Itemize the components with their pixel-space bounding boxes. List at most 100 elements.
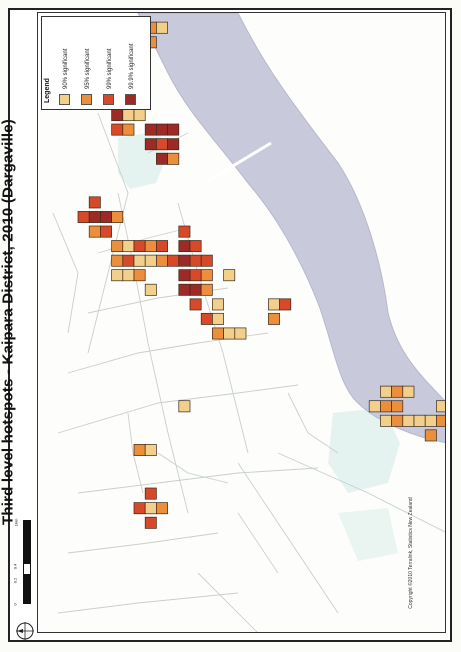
legend-swatch [81, 94, 92, 105]
hotspot-cell [178, 400, 191, 413]
hotspot-cell [413, 414, 426, 427]
scale-bar: 0 0.2 0.4 1km [12, 518, 34, 606]
hotspot-cell [268, 312, 280, 325]
park-area-south [328, 408, 400, 493]
hotspot-cell [167, 254, 180, 267]
hotspot-cell [133, 269, 146, 282]
hotspot-cell [133, 254, 146, 267]
hotspot-cell [424, 429, 437, 442]
hotspot-cell [391, 400, 404, 413]
map-svg [52, 13, 445, 632]
hotspot-cell [156, 240, 168, 253]
hotspot-cell [189, 240, 202, 253]
hotspot-cell [144, 444, 157, 456]
hotspot-cell [368, 400, 381, 413]
hotspot-cell [189, 283, 202, 296]
legend-item-95: 95% significant [80, 19, 94, 109]
hotspot-cell [436, 414, 445, 427]
legend-label: 90% significant [63, 48, 69, 89]
bridge [207, 141, 272, 183]
park-area-southeast [338, 508, 398, 561]
hotspot-cell [212, 298, 224, 311]
hotspot-cell [178, 269, 191, 282]
hotspot-cell [223, 269, 236, 282]
north-arrow-icon [14, 620, 36, 642]
hotspot-cell [111, 240, 124, 253]
hotspot-cell [212, 327, 224, 340]
hotspot-cell [156, 123, 168, 136]
legend-swatch [125, 94, 136, 105]
hotspot-cell [77, 211, 90, 223]
legend-title: Legend [44, 78, 51, 103]
hotspot-cell [144, 516, 157, 529]
hotspot-cell [144, 123, 157, 136]
map-title: Third level hotspots - Kaipara District,… [0, 119, 17, 525]
hotspot-cell [167, 152, 180, 165]
hotspot-cell [122, 254, 135, 267]
legend-label: 99.9% significant [129, 43, 135, 89]
hotspot-cell [88, 211, 101, 223]
hotspot-cell [133, 240, 146, 253]
legend: Legend 90% significant 95% significant 9… [41, 16, 151, 110]
map-canvas[interactable]: Legend 90% significant 95% significant 9… [37, 12, 446, 633]
hotspot-cell [122, 269, 135, 282]
hotspot-cell [268, 298, 280, 311]
legend-item-90: 90% significant [58, 19, 72, 109]
hotspot-cell [133, 502, 146, 515]
hotspot-cell [122, 240, 135, 253]
hotspot-cell [391, 385, 404, 398]
hotspot-cell [178, 225, 191, 238]
hotspot-cell [156, 152, 168, 165]
hotspot-cell [200, 269, 213, 282]
scale-tick-02: 0.2 [12, 577, 18, 584]
hotspot-cell [111, 123, 124, 136]
hotspot-cell [200, 283, 213, 296]
hotspot-cell [402, 385, 415, 398]
hotspot-cell [156, 138, 168, 151]
hotspot-cell [144, 138, 157, 151]
hotspot-cell [111, 254, 124, 267]
hotspot-cell [200, 312, 213, 325]
hotspot-cell [178, 254, 191, 267]
hotspot-cell [380, 400, 392, 413]
hotspot-cell [144, 487, 157, 500]
hotspot-cell [189, 269, 202, 282]
hotspot-cell [111, 109, 124, 122]
hotspot-cell [122, 109, 135, 122]
hotspot-cell [200, 254, 213, 267]
legend-item-999: 99.9% significant [124, 19, 138, 109]
hotspot-cell [178, 240, 191, 253]
hotspot-cell [100, 211, 112, 223]
legend-label: 99% significant [107, 48, 113, 89]
hotspot-cell [167, 123, 180, 136]
hotspot-cell [156, 502, 168, 515]
copyright-text: Copyright ©2010 Terralink, Statistics Ne… [408, 497, 414, 609]
hotspot-cell [156, 254, 168, 267]
hotspot-cell [156, 21, 168, 34]
scale-bar-graphic [23, 520, 31, 604]
hotspot-cell [144, 254, 157, 267]
hotspot-cell [189, 298, 202, 311]
hotspot-cell [133, 444, 146, 456]
hotspot-cell [178, 283, 191, 296]
legend-item-99: 99% significant [102, 19, 116, 109]
hotspot-cell [144, 283, 157, 296]
hotspot-cell [436, 400, 445, 413]
legend-swatch [59, 94, 70, 105]
hotspot-cell [111, 269, 124, 282]
hotspot-cell [122, 123, 135, 136]
hotspot-cell [234, 327, 247, 340]
hotspot-cell [279, 298, 292, 311]
hotspot-cell [223, 327, 236, 340]
hotspot-cell [167, 138, 180, 151]
legend-label: 95% significant [85, 48, 91, 89]
hotspot-cell [144, 240, 157, 253]
hotspot-cell [144, 502, 157, 515]
hotspot-cell [380, 414, 392, 427]
hotspot-cell [100, 225, 112, 238]
scale-tick-0: 0 [12, 603, 18, 606]
scale-tick-04: 0.4 [12, 563, 18, 570]
hotspot-cell [88, 225, 101, 238]
hotspot-cell [133, 109, 146, 122]
